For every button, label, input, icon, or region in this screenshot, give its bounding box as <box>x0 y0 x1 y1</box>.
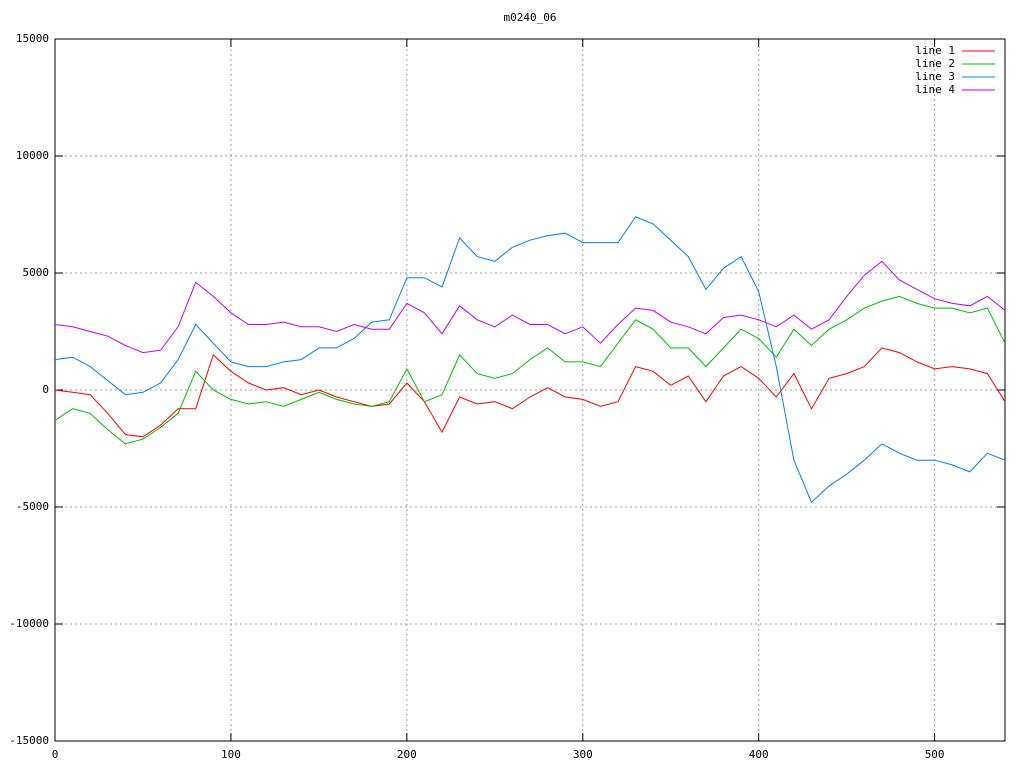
chart-title: m0240_06 <box>504 11 557 24</box>
y-tick-label: 10000 <box>16 149 49 162</box>
y-tick-label: 0 <box>42 383 49 396</box>
legend-label: line 1 <box>915 44 955 57</box>
series-line <box>54 216 1006 504</box>
y-tick-label: 15000 <box>16 32 49 45</box>
x-tick-label: 0 <box>52 748 59 761</box>
y-tick-label: -5000 <box>16 500 49 513</box>
legend-label: line 3 <box>915 70 955 83</box>
x-tick-label: 400 <box>749 748 769 761</box>
y-tick-label: -15000 <box>9 734 49 747</box>
y-tick-label: -10000 <box>9 617 49 630</box>
x-tick-label: 300 <box>573 748 593 761</box>
x-tick-label: 200 <box>397 748 417 761</box>
legend-label: line 2 <box>915 57 955 70</box>
y-tick-label: 5000 <box>23 266 50 279</box>
series-line <box>54 295 1006 445</box>
legend-label: line 4 <box>915 83 955 96</box>
x-tick-label: 100 <box>221 748 241 761</box>
x-tick-label: 500 <box>925 748 945 761</box>
series-line <box>54 260 1006 354</box>
series-line <box>54 347 1006 438</box>
